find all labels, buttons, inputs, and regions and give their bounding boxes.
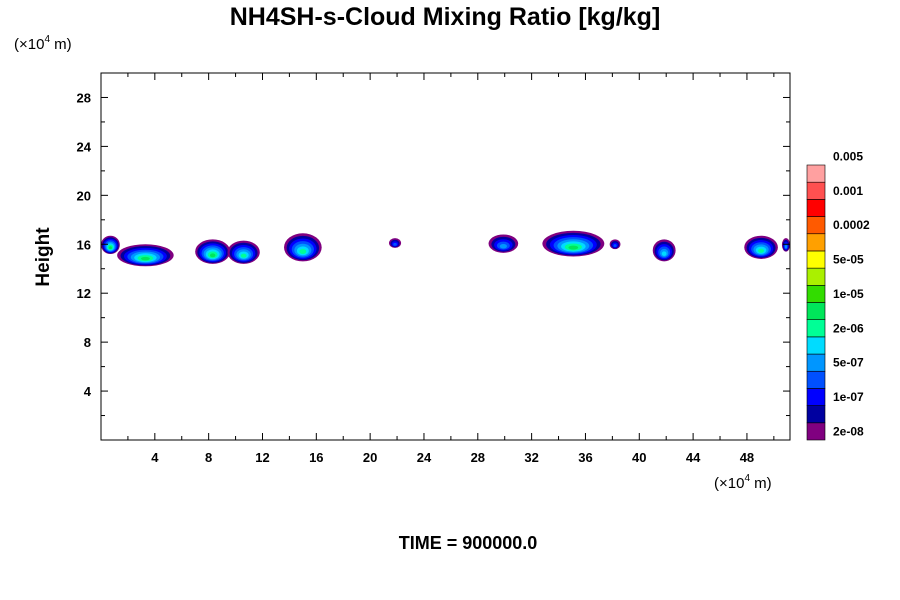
cloud-blob bbox=[488, 234, 519, 253]
cloud-blob bbox=[117, 244, 174, 267]
y-axis-label: Height bbox=[33, 227, 54, 287]
cloud-contour-level bbox=[784, 245, 787, 249]
cloud-blob bbox=[284, 233, 322, 262]
cloud-contour-level bbox=[568, 245, 579, 250]
colorbar-label: 1e-05 bbox=[833, 287, 864, 301]
colorbar: 2e-08 1e-07 5e-07 2e-06 1e-05 5e-05 0.0002 0.00… bbox=[806, 149, 870, 441]
x-tick-label: 20 bbox=[363, 450, 377, 465]
cloud-blob bbox=[781, 238, 790, 252]
cloud-blob bbox=[652, 239, 676, 262]
cloud-blob bbox=[388, 238, 402, 248]
cloud-blob bbox=[609, 239, 621, 250]
x-tick-label: 32 bbox=[524, 450, 538, 465]
x-tick-label: 16 bbox=[309, 450, 323, 465]
colorbar-swatch bbox=[806, 388, 826, 406]
colorbar-label: 1e-07 bbox=[833, 390, 864, 404]
colorbar-swatch bbox=[806, 353, 826, 372]
cloud-contour-level bbox=[299, 249, 307, 255]
cloud-blob bbox=[542, 230, 605, 257]
colorbar-swatch bbox=[806, 405, 826, 424]
cloud-contour-level bbox=[661, 251, 667, 256]
colorbar-label: 0.001 bbox=[833, 184, 863, 198]
y-tick-label: 16 bbox=[77, 237, 91, 252]
x-tick-label: 24 bbox=[417, 450, 432, 465]
colorbar-swatch bbox=[806, 302, 826, 320]
y-tick-label: 24 bbox=[77, 139, 92, 154]
colorbar-label: 2e-08 bbox=[833, 424, 864, 438]
x-tick-label: 12 bbox=[255, 450, 269, 465]
x-tick-label: 4 bbox=[151, 450, 159, 465]
cloud-contour-level bbox=[240, 253, 247, 258]
colorbar-swatch bbox=[806, 164, 826, 183]
colorbar-swatch bbox=[806, 199, 826, 217]
chart-title: NH4SH-s-Cloud Mixing Ratio [kg/kg] bbox=[230, 3, 661, 31]
cloud-blob bbox=[227, 240, 260, 264]
cloud-contour-level bbox=[209, 253, 216, 258]
cloud-field bbox=[101, 230, 790, 267]
cloud-contour-level bbox=[108, 246, 112, 250]
x-tick-label: 36 bbox=[578, 450, 592, 465]
y-unit-label: (×104 m) bbox=[14, 34, 72, 53]
colorbar-swatch bbox=[806, 216, 826, 235]
colorbar-label: 0.0002 bbox=[833, 218, 870, 232]
colorbar-swatch bbox=[806, 250, 826, 269]
x-tick-label: 8 bbox=[205, 450, 212, 465]
colorbar-swatch bbox=[806, 233, 826, 252]
x-tick-label: 48 bbox=[740, 450, 754, 465]
x-tick-label: 44 bbox=[686, 450, 701, 465]
colorbar-swatch bbox=[806, 422, 826, 441]
y-tick-label: 20 bbox=[77, 188, 91, 203]
x-tick-label: 40 bbox=[632, 450, 646, 465]
y-axis-ticks: 4 8 12 16 20 24 28 bbox=[77, 90, 790, 417]
plot-frame bbox=[100, 72, 791, 441]
colorbar-swatch bbox=[806, 267, 826, 286]
y-tick-label: 8 bbox=[84, 335, 91, 350]
time-label: TIME = 900000.0 bbox=[399, 533, 538, 553]
cloud-blob bbox=[101, 235, 120, 255]
cloud-contour-level bbox=[499, 243, 507, 249]
colorbar-swatch bbox=[806, 181, 826, 200]
cloud-contour-level bbox=[613, 244, 617, 248]
cloud-contour-level bbox=[140, 256, 150, 261]
colorbar-label: 5e-07 bbox=[833, 356, 864, 370]
colorbar-swatch bbox=[806, 285, 826, 303]
y-tick-label: 12 bbox=[77, 286, 91, 301]
colorbar-label: 0.005 bbox=[833, 149, 863, 163]
colorbar-swatch bbox=[806, 319, 826, 338]
colorbar-swatch bbox=[806, 336, 826, 355]
y-tick-label: 28 bbox=[77, 90, 91, 105]
colorbar-label: 2e-06 bbox=[833, 321, 864, 335]
x-axis-ticks: 4 8 12 16 20 24 28 32 36 40 44 48 bbox=[127, 73, 775, 465]
cloud-blob bbox=[744, 235, 778, 259]
x-tick-label: 28 bbox=[471, 450, 485, 465]
cloud-contour-level bbox=[758, 248, 765, 253]
x-unit-label: (×104 m) bbox=[714, 473, 772, 492]
colorbar-label: 5e-05 bbox=[833, 253, 864, 267]
y-tick-label: 4 bbox=[84, 384, 92, 399]
cloud-blob bbox=[195, 239, 231, 264]
colorbar-swatch bbox=[806, 370, 826, 389]
cloud-contour-level bbox=[393, 242, 397, 246]
